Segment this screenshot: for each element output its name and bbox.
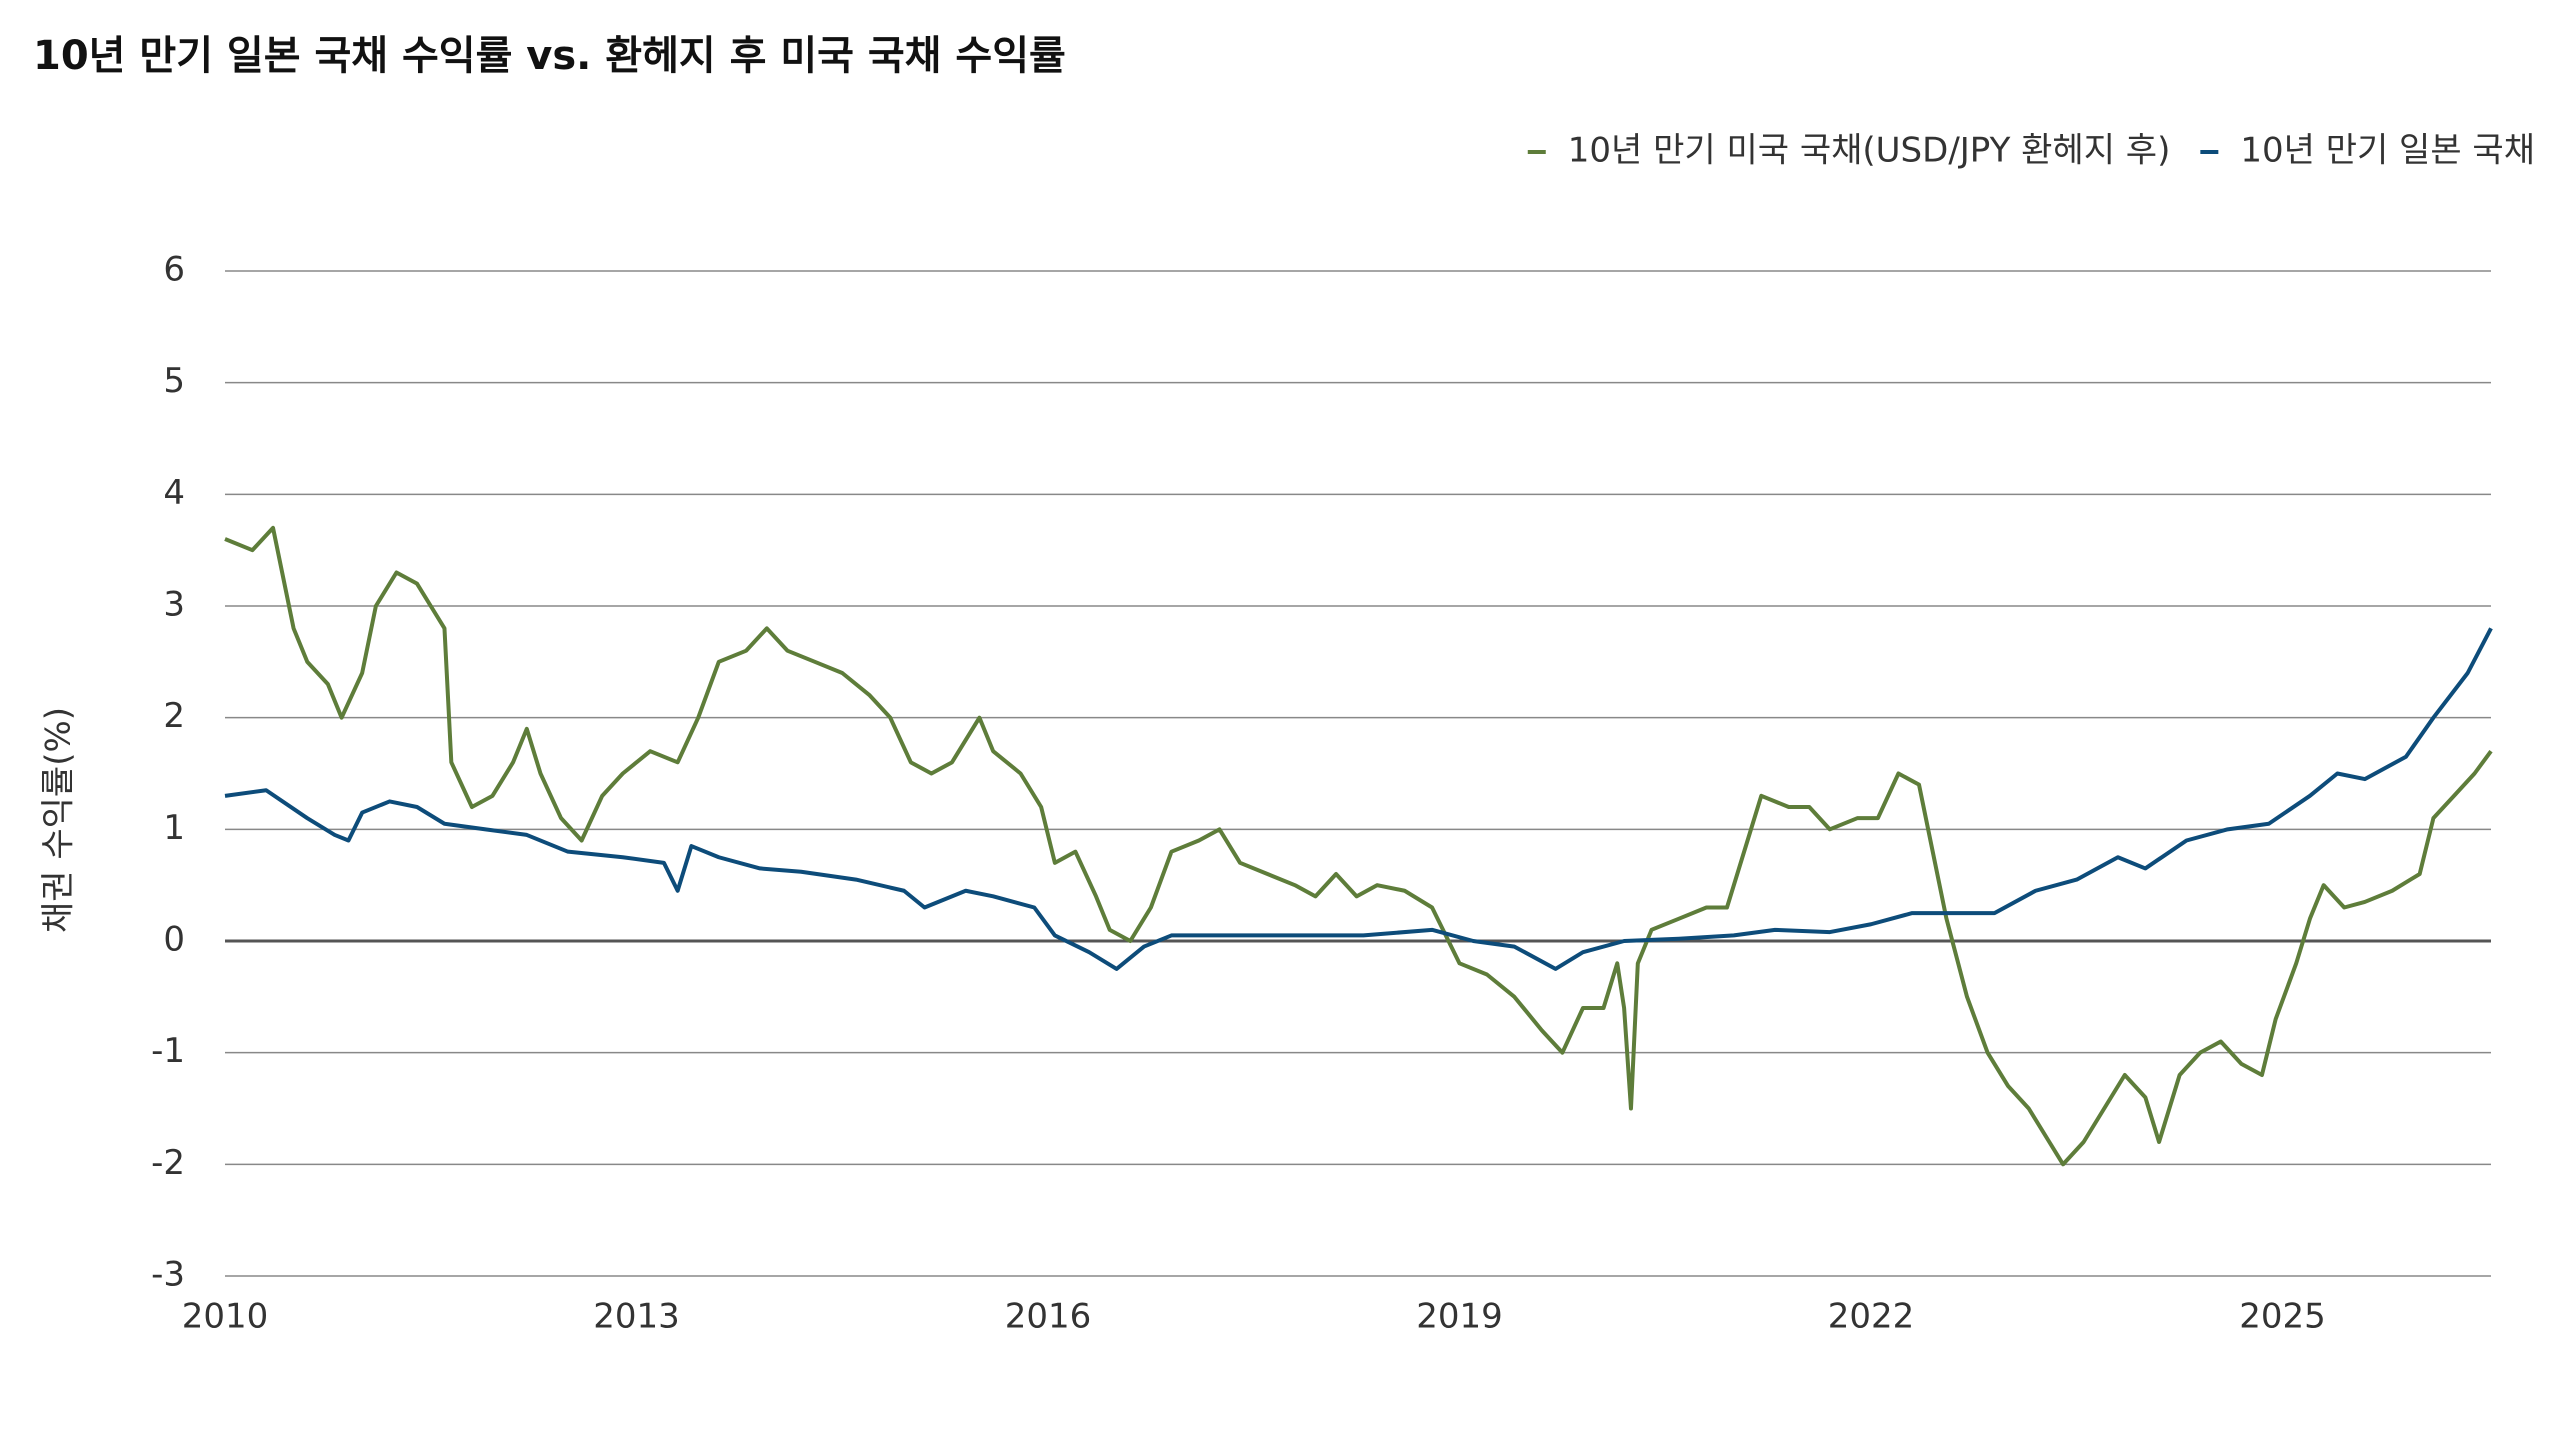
x-tick-label: 2022 <box>1828 1297 1915 1337</box>
y-axis-label: 채권 수익률(%) <box>39 707 79 933</box>
y-tick-label: 6 <box>163 250 185 290</box>
legend-label: 10년 만기 일본 국채 <box>2240 131 2535 171</box>
y-tick-label: -1 <box>151 1031 185 1071</box>
x-tick-label: 2010 <box>182 1297 269 1337</box>
y-tick-label: 3 <box>163 585 185 625</box>
y-tick-label: 0 <box>163 920 185 960</box>
y-tick-label: -3 <box>151 1255 185 1295</box>
x-tick-label: 2016 <box>1005 1297 1092 1337</box>
legend-label: 10년 만기 미국 국채(USD/JPY 환헤지 후) <box>1568 131 2171 171</box>
y-tick-label: 2 <box>163 696 185 736</box>
x-tick-label: 2025 <box>2239 1297 2326 1337</box>
x-tick-label: 2013 <box>593 1297 680 1337</box>
y-tick-label: 5 <box>163 361 185 401</box>
y-tick-label: 1 <box>163 808 185 848</box>
y-tick-label: 4 <box>163 473 185 513</box>
line-series <box>224 627 2493 971</box>
y-tick-label: -2 <box>151 1143 185 1183</box>
line-series <box>224 525 2493 1167</box>
x-tick-label: 2019 <box>1416 1297 1503 1337</box>
chart-title: 10년 만기 일본 국채 수익률 vs. 환헤지 후 미국 국채 수익률 <box>33 33 1066 79</box>
